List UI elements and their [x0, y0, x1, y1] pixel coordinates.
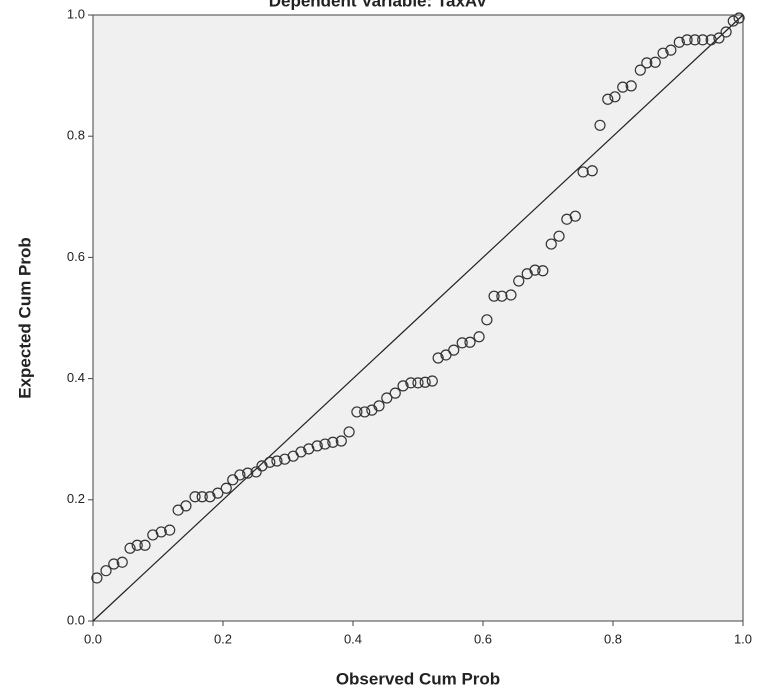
page: {"chart_data": {"type": "scatter", "titl… — [0, 0, 757, 693]
x-tick-label: 0.8 — [604, 631, 622, 646]
x-tick-label: 0.6 — [474, 631, 492, 646]
y-tick-label: 0.6 — [67, 249, 85, 264]
x-axis-title: Observed Cum Prob — [336, 669, 500, 688]
chart-title: Dependent Variable: TaxAV — [269, 0, 488, 10]
y-axis-title: Expected Cum Prob — [15, 237, 34, 399]
x-tick-label: 0.2 — [214, 631, 232, 646]
y-tick-label: 1.0 — [67, 6, 85, 21]
chart: Dependent Variable: TaxAV Observed Cum P… — [0, 0, 757, 693]
x-tick-label: 0.0 — [84, 631, 102, 646]
y-tick-label: 0.0 — [67, 612, 85, 627]
x-tick-label: 0.4 — [344, 631, 362, 646]
x-tick-label: 1.0 — [734, 631, 752, 646]
y-tick-label: 0.2 — [67, 491, 85, 506]
y-tick-label: 0.8 — [67, 128, 85, 143]
y-tick-label: 0.4 — [67, 370, 85, 385]
